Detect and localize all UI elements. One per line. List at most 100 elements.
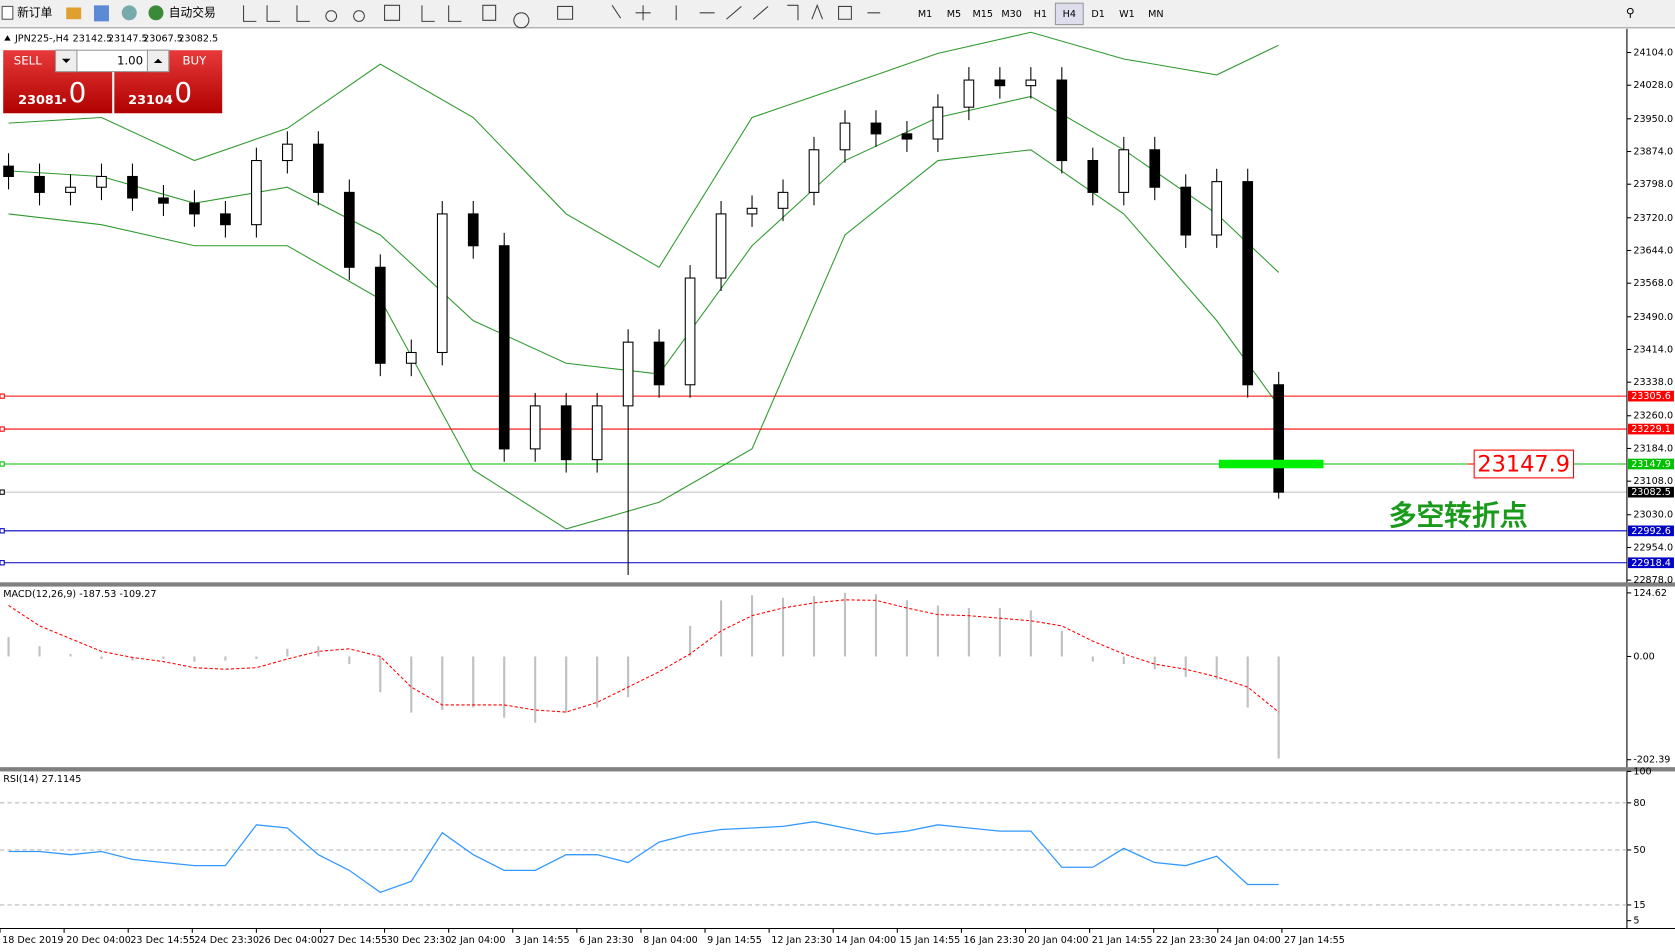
line-handle <box>0 560 5 566</box>
auto-trade-button[interactable]: 自动交易 <box>169 5 216 19</box>
macd-signal <box>8 599 1280 713</box>
annotation-box <box>1473 449 1575 479</box>
line-handle <box>0 393 5 399</box>
x-tick-label: 23 Dec 14:55 <box>130 935 195 946</box>
toolbar <box>0 0 1675 28</box>
header-value: 23142.5 <box>73 33 113 44</box>
price-plot <box>0 31 1627 575</box>
x-tick-label: 24 Jan 04:00 <box>1220 935 1281 946</box>
candle-body <box>189 202 200 215</box>
x-tick-label: 2 Jan 04:00 <box>451 935 506 946</box>
timeframe-button[interactable]: M1 <box>918 9 932 20</box>
candle-body <box>684 277 696 386</box>
candle-body <box>1025 79 1037 87</box>
y-tick-label: 22878.0 <box>1633 575 1673 586</box>
turning-point-bar <box>1218 459 1324 469</box>
icon[interactable] <box>121 5 137 21</box>
buy-button[interactable]: BUY <box>182 53 207 67</box>
x-tick-label: 27 Dec 14:55 <box>323 935 388 946</box>
timeframe-active <box>1054 2 1084 26</box>
x-tick-label: 22 Jan 23:30 <box>1156 935 1217 946</box>
panel-separator <box>0 767 1675 772</box>
timeframe-button[interactable]: MN <box>1148 9 1163 20</box>
candle-body <box>777 191 789 209</box>
candle-body <box>220 213 231 226</box>
price-label: 23229.1 <box>1631 424 1671 435</box>
candle-body <box>158 197 169 204</box>
search-icon[interactable]: ⚲ <box>1626 5 1635 19</box>
y-tick-label: 24104.0 <box>1633 48 1673 59</box>
timeframe-button[interactable]: H4 <box>1063 9 1076 20</box>
icon[interactable] <box>66 7 82 20</box>
y-tick-label: 23030.0 <box>1633 510 1673 521</box>
y-tick-label: 23644.0 <box>1633 245 1673 256</box>
timeframe-button[interactable]: W1 <box>1119 9 1135 20</box>
sell-price: 23081 <box>18 93 63 108</box>
y-tick-label: 24028.0 <box>1633 80 1673 91</box>
y-tick-label: 50 <box>1633 845 1645 856</box>
y-tick-label: 5 <box>1633 916 1639 927</box>
candle-body <box>436 213 448 354</box>
auto-trade-icon[interactable] <box>148 5 164 21</box>
timeframe-button[interactable]: D1 <box>1091 9 1105 20</box>
header-value: 23067.5 <box>143 33 183 44</box>
price-label-bg <box>1627 423 1674 435</box>
y-tick-label: 23950.0 <box>1633 114 1673 125</box>
x-tick-label: 3 Jan 14:55 <box>515 935 570 946</box>
y-tick-label: 0.00 <box>1633 651 1654 662</box>
y-tick-label: 124.62 <box>1633 588 1667 599</box>
price-label: 23147.9 <box>1631 459 1671 470</box>
y-tick-label: 23414.0 <box>1633 344 1673 355</box>
y-tick-label: 23874.0 <box>1633 147 1673 158</box>
new-order-icon[interactable] <box>1 5 14 20</box>
price-label: 23305.6 <box>1631 391 1671 402</box>
new-order-button[interactable]: 新订单 <box>17 5 52 19</box>
x-tick-label: 24 Dec 23:30 <box>194 935 259 946</box>
candle-body <box>1180 186 1192 236</box>
candle-body <box>467 213 479 247</box>
timeframe-button[interactable]: M15 <box>973 9 994 20</box>
candle-body <box>591 405 603 461</box>
y-tick-label: 22954.0 <box>1633 542 1673 553</box>
candle-body <box>312 143 324 193</box>
bollinger-upper <box>8 31 1279 268</box>
price-label-bg <box>1627 458 1674 470</box>
y-tick-label: 23568.0 <box>1633 278 1673 289</box>
price-label-bg <box>1627 390 1674 402</box>
candle-body <box>808 149 820 193</box>
timeframe-button[interactable]: M30 <box>1001 9 1022 20</box>
symbol: JPN225-,H4 <box>14 33 69 44</box>
candle-body <box>560 405 572 461</box>
candle-body <box>653 341 665 386</box>
x-tick-label: 30 Dec 23:30 <box>387 935 452 946</box>
tool-icons <box>243 3 881 29</box>
candle-body <box>715 213 727 279</box>
rsi-line <box>8 821 1279 894</box>
candle-body <box>622 341 634 407</box>
y-tick-label: 23260.0 <box>1633 411 1673 422</box>
y-tick-label: 23490.0 <box>1633 312 1673 323</box>
sell-button[interactable]: SELL <box>14 53 42 67</box>
timeframe-button[interactable]: M5 <box>947 9 961 20</box>
buy-price: 23104 <box>128 93 173 108</box>
candle-body <box>901 133 913 140</box>
candle-body <box>127 175 138 199</box>
line-handle <box>0 426 5 432</box>
price-label: 22918.4 <box>1631 558 1671 569</box>
axes: 24104.0 24028.0 23950.0 23874.0 23798.0 23720… <box>0 48 1674 946</box>
buy-price-fraction: .0 <box>166 76 192 109</box>
lot-value[interactable]: 1.00 <box>117 53 143 67</box>
candle-body <box>994 79 1006 87</box>
header-value: 23082.5 <box>178 33 218 44</box>
candle-body <box>746 207 758 215</box>
candle-body <box>282 143 293 162</box>
candle-body <box>1118 149 1130 193</box>
candle-body <box>1211 181 1223 236</box>
y-tick-label: 80 <box>1633 798 1645 809</box>
timeframe-button[interactable]: H1 <box>1034 9 1047 20</box>
sell-price-fraction: .0 <box>60 76 86 109</box>
icon[interactable] <box>94 5 109 22</box>
y-tick-label: 23184.0 <box>1633 443 1673 454</box>
